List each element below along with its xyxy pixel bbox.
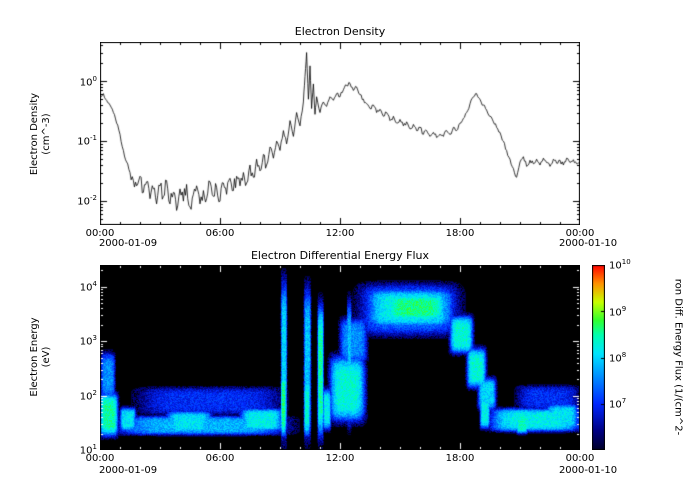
colorbar: [592, 265, 605, 450]
x-tick-label: 06:00: [205, 228, 235, 239]
density-y-axis-label-line1: Electron Density: [29, 92, 40, 176]
spectrogram-x-date-right: 2000-01-10: [558, 465, 618, 476]
spectrogram-title: Electron Differential Energy Flux: [250, 249, 430, 262]
density-x-date-left: 2000-01-09: [98, 238, 158, 249]
spectrogram-y-axis-label: Electron Energy (eV): [29, 317, 53, 396]
spectrogram-y-axis-label-line2: (eV): [41, 346, 52, 368]
x-tick-label: 18:00: [445, 228, 475, 239]
spectrogram-x-date-left: 2000-01-09: [98, 465, 158, 476]
density-title: Electron Density: [294, 25, 386, 38]
y-tick-label: 100: [79, 74, 97, 88]
colorbar-label: ron Diff. Energy Flux (1/(cm^2-: [672, 278, 684, 436]
colorbar-tick-label: 109: [609, 304, 627, 318]
x-tick-label: 00:00: [565, 228, 595, 239]
x-tick-label: 06:00: [205, 453, 235, 464]
y-tick-label: 10-1: [77, 134, 97, 148]
x-tick-label: 12:00: [325, 453, 355, 464]
y-tick-label: 104: [79, 279, 97, 294]
x-tick-label: 12:00: [325, 228, 355, 239]
x-tick-label: 00:00: [85, 228, 115, 239]
density-y-axis-label: Electron Density (cm^-3): [29, 93, 53, 175]
density-plot-canvas: [100, 42, 580, 225]
colorbar-tick-label: 107: [609, 397, 627, 411]
spectrogram-canvas: [100, 265, 580, 450]
density-x-date-right: 2000-01-10: [558, 238, 618, 249]
y-tick-label: 103: [79, 334, 97, 348]
y-tick-label: 10-2: [77, 194, 97, 208]
y-tick-label: 101: [79, 443, 97, 457]
spectrogram-y-axis-label-line1: Electron Energy: [29, 317, 40, 397]
y-tick-label: 102: [79, 388, 97, 403]
x-tick-label: 00:00: [85, 453, 115, 464]
colorbar-tick-label: 1010: [609, 258, 631, 272]
colorbar-tick-label: 108: [609, 350, 627, 365]
x-tick-label: 00:00: [565, 453, 595, 464]
x-tick-label: 18:00: [445, 453, 475, 464]
density-y-axis-label-line2: (cm^-3): [41, 113, 52, 155]
